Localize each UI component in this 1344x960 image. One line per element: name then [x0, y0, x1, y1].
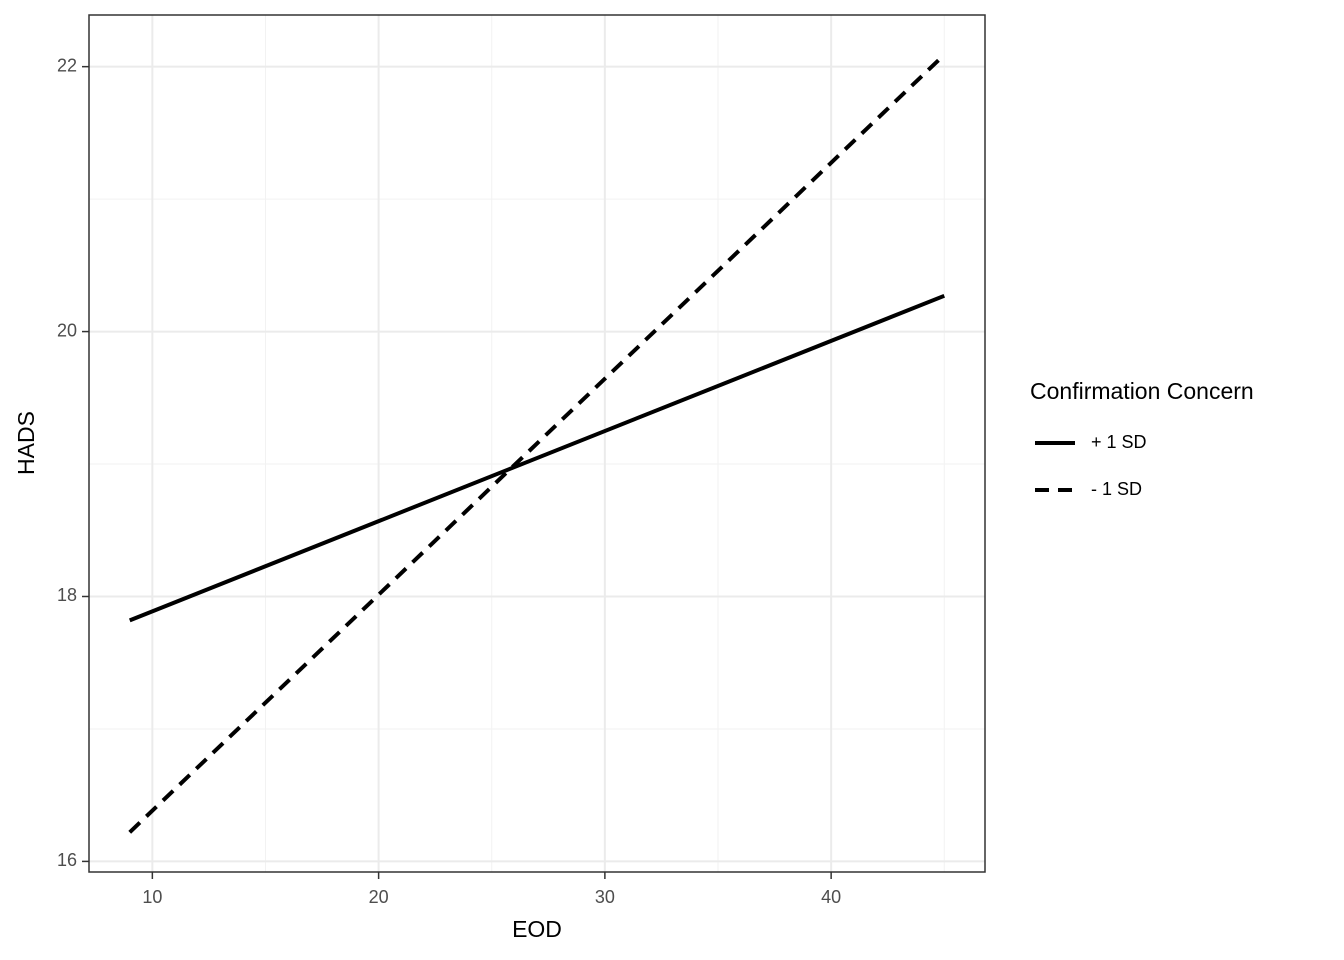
x-tick-label: 20	[369, 887, 389, 907]
x-tick-label: 30	[595, 887, 615, 907]
y-tick-label: 20	[57, 320, 77, 340]
x-tick-label: 40	[821, 887, 841, 907]
legend-title: Confirmation Concern	[1030, 378, 1254, 404]
line-series	[128, 293, 946, 623]
legend-label: + 1 SD	[1091, 432, 1147, 452]
legend-label: - 1 SD	[1091, 479, 1142, 499]
y-tick-label: 18	[57, 585, 77, 605]
x-tick-label: 10	[142, 887, 162, 907]
plot-border	[88, 14, 986, 873]
line-series	[128, 53, 946, 834]
x-axis-title: EOD	[512, 916, 562, 942]
y-tick-label: 16	[57, 850, 77, 870]
y-axis-title: HADS	[13, 411, 39, 475]
y-tick-label: 22	[57, 55, 77, 75]
